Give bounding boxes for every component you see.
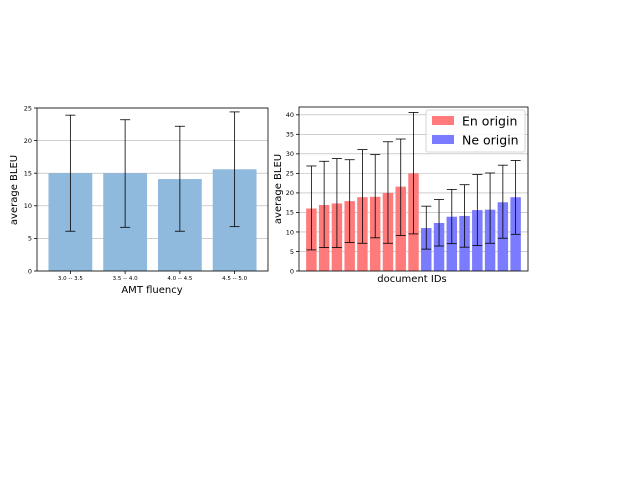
right-chart: 0 5 10 15 20 25 30 35 40 document IDs average BL… (273, 106, 529, 285)
y-tick-label: 5 (290, 248, 294, 256)
y-tick-label: 0 (28, 267, 32, 275)
y-tick-label: 20 (24, 137, 32, 145)
y-tick-label: 5 (28, 235, 32, 243)
legend: En origin Ne origin (425, 109, 526, 153)
y-tick-label: 10 (24, 202, 32, 210)
y-tick-label: 20 (286, 189, 294, 197)
x-tick-label: 4.5 -- 5.0 (222, 276, 247, 282)
y-tick-label: 40 (286, 111, 294, 119)
right-y-axis-label: average BLEU (273, 154, 284, 224)
left-chart: 0 5 10 15 20 25 3.0 -- 3.5 3.5 -- 4.0 4.0 -- 4.… (9, 104, 269, 296)
x-tick-label: 3.5 -- 4.0 (113, 276, 138, 282)
x-tick-label: 4.0 -- 4.5 (167, 276, 192, 282)
y-tick-label: 30 (286, 150, 294, 158)
x-tick-label: 3.0 -- 3.5 (58, 276, 83, 282)
left-x-axis-label: AMT fluency (121, 285, 182, 296)
y-tick-label: 25 (24, 104, 32, 112)
y-tick-label: 25 (286, 170, 294, 178)
y-tick-label: 0 (290, 267, 294, 275)
y-tick-label: 10 (286, 228, 294, 236)
y-tick-label: 15 (286, 209, 294, 217)
legend-label-en-origin: En origin (462, 114, 517, 129)
legend-swatch-en-origin (432, 116, 454, 125)
y-tick-label: 15 (24, 170, 32, 178)
bar (433, 222, 445, 271)
left-y-axis-label: average BLEU (9, 155, 20, 225)
right-x-axis-label: document IDs (377, 274, 447, 285)
legend-swatch-ne-origin (432, 135, 454, 144)
y-tick-label: 35 (286, 131, 294, 139)
legend-label-ne-origin: Ne origin (462, 133, 519, 148)
